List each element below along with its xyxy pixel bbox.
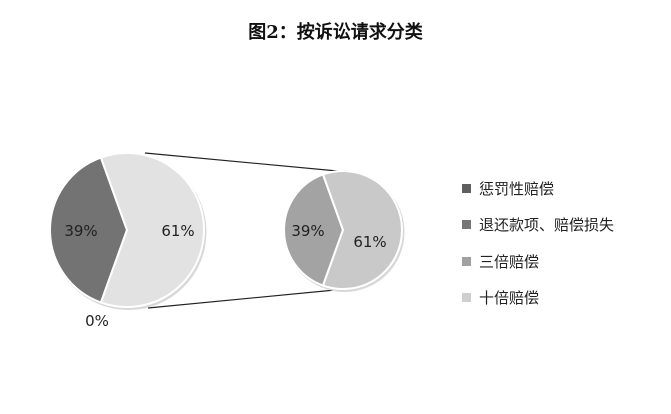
secondary-pie-label-1: 61% bbox=[353, 233, 386, 251]
legend-label: 十倍赔偿 bbox=[479, 289, 540, 308]
legend-item: 十倍赔偿 bbox=[462, 280, 614, 317]
main-pie-slice-0 bbox=[49, 156, 129, 304]
main-pie-slice-1 bbox=[99, 152, 205, 308]
legend-label: 退还款项、赔偿损失 bbox=[479, 216, 615, 235]
main-pie-label-0: 39% bbox=[64, 222, 97, 240]
legend-label: 惩罚性赔偿 bbox=[479, 179, 555, 198]
main-pie-label-1: 61% bbox=[161, 222, 194, 240]
legend-swatch bbox=[462, 256, 471, 266]
legend-swatch bbox=[462, 220, 471, 230]
secondary-pie-slice-0 bbox=[283, 173, 345, 287]
legend-item: 三倍赔偿 bbox=[462, 243, 614, 280]
legend-swatch bbox=[462, 293, 471, 303]
legend: 惩罚性赔偿退还款项、赔偿损失 三倍赔偿十倍赔偿 bbox=[462, 170, 614, 316]
secondary-pie-slice-1 bbox=[321, 170, 403, 290]
legend-label: 三倍赔偿 bbox=[479, 252, 540, 271]
connector-line-bottom bbox=[147, 289, 336, 309]
main-pie-label-2: 0% bbox=[85, 312, 109, 330]
chart-title: 图2：按诉讼请求分类 bbox=[248, 22, 423, 43]
legend-item: 惩罚性赔偿 bbox=[462, 170, 614, 207]
secondary-pie-label-0: 39% bbox=[291, 222, 324, 240]
connector-line-top bbox=[144, 152, 349, 173]
legend-swatch bbox=[462, 183, 471, 193]
legend-item: 退还款项、赔偿损失 bbox=[462, 207, 614, 244]
